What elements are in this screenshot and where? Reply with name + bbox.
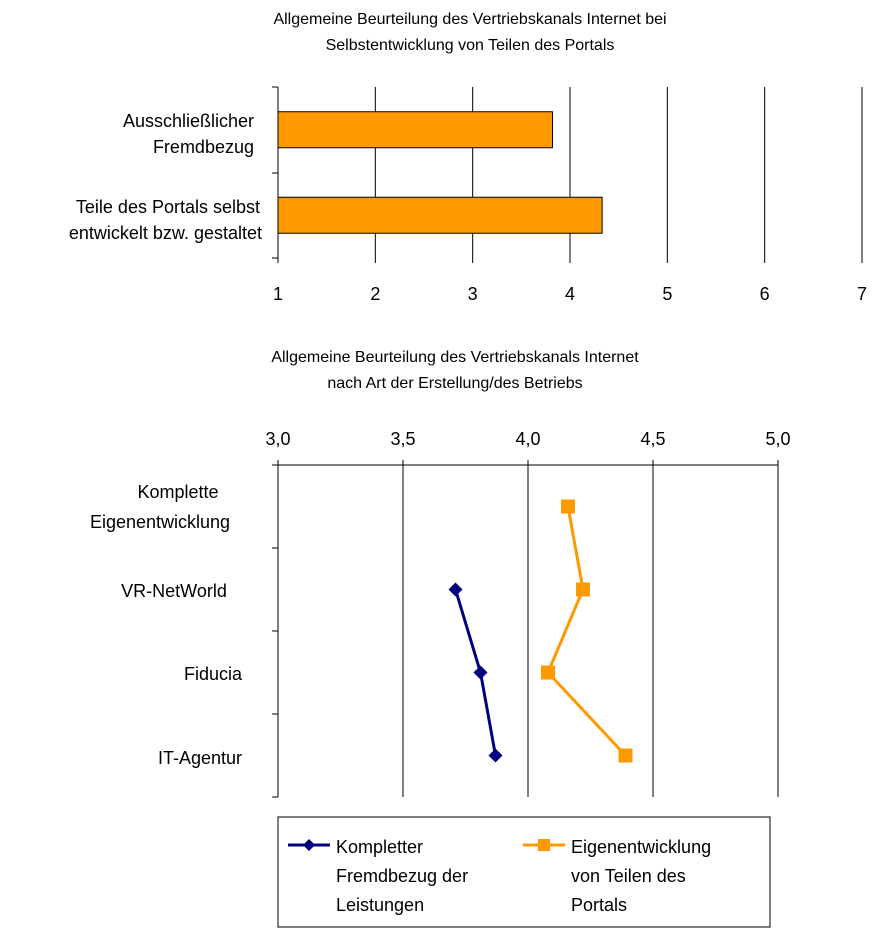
legend-label: Kompletter [336, 837, 423, 857]
line-chart-category-label: Fiducia [184, 664, 243, 684]
data-point-square [618, 748, 633, 763]
bar-chart-tick-label: 6 [760, 284, 770, 304]
line-chart-gridlines [277, 460, 779, 797]
legend-box [277, 816, 771, 928]
data-point-diamond [448, 582, 463, 597]
bar-chart-category-label: Ausschließlicher [123, 111, 254, 131]
bar-chart-tick-label: 3 [468, 284, 478, 304]
bar-chart-category-label: entwickelt bzw. gestaltet [69, 223, 262, 243]
line-chart-category-label: Komplette [137, 482, 218, 502]
line-chart-tick-label: 5,0 [765, 429, 790, 449]
bar-chart-tick-label: 7 [857, 284, 867, 304]
bar-chart-tick-labels: 1 2 3 4 5 6 7 [273, 284, 867, 304]
legend: Kompletter Fremdbezug der Leistungen Eig… [277, 816, 771, 928]
diamond-marker-icon [303, 839, 315, 851]
bar-chart-category-label: Fremdbezug [153, 137, 254, 157]
data-point-diamond [488, 748, 503, 763]
line-chart-tick-label: 3,5 [390, 429, 415, 449]
data-point-square [541, 665, 555, 680]
bar-chart-tick-label: 5 [662, 284, 672, 304]
bar-chart-tick-label: 1 [273, 284, 283, 304]
legend-label: von Teilen des [571, 866, 686, 886]
line-chart-series [448, 499, 633, 763]
legend-label: Leistungen [336, 895, 424, 915]
bar-chart-tick-label: 4 [565, 284, 575, 304]
data-point-square [561, 499, 575, 514]
legend-item-series-2: Eigenentwicklung von Teilen des Portals [523, 837, 711, 915]
data-point-diamond [473, 665, 488, 680]
line-chart-category-label: IT-Agentur [158, 748, 242, 768]
line-chart-title-line-1: Allgemeine Beurteilung des Vertriebskana… [271, 349, 639, 366]
line-chart-tick-labels: 3,0 3,5 4,0 4,5 5,0 [265, 429, 790, 449]
bar-chart-title-line-2: Selbstentwicklung von Teilen des Portals [326, 37, 615, 54]
square-marker-icon [538, 839, 550, 851]
legend-label: Eigenentwicklung [571, 837, 711, 857]
legend-item-series-1: Kompletter Fremdbezug der Leistungen [288, 837, 468, 915]
series-line-2 [546, 506, 627, 757]
line-chart-category-label: Eigenentwicklung [90, 512, 230, 532]
bar [277, 196, 603, 234]
legend-label: Fremdbezug der [336, 866, 468, 886]
line-chart-category-label: VR-NetWorld [121, 581, 227, 601]
bar-chart-title-line-1: Allgemeine Beurteilung des Vertriebskana… [273, 11, 666, 28]
line-chart: Allgemeine Beurteilung des Vertriebskana… [90, 349, 791, 928]
bar [277, 111, 553, 149]
line-chart-tick-label: 4,5 [640, 429, 665, 449]
bar-chart-tick-label: 2 [370, 284, 380, 304]
line-chart-tick-label: 4,0 [515, 429, 540, 449]
bar-chart: Allgemeine Beurteilung des Vertriebskana… [69, 11, 867, 304]
line-chart-title-line-2: nach Art der Erstellung/des Betriebs [327, 375, 582, 392]
bar-chart-bars [277, 111, 603, 234]
data-point-square [576, 582, 590, 597]
line-chart-tick-label: 3,0 [265, 429, 290, 449]
bar-chart-category-label: Teile des Portals selbst [76, 197, 260, 217]
legend-label: Portals [571, 895, 627, 915]
